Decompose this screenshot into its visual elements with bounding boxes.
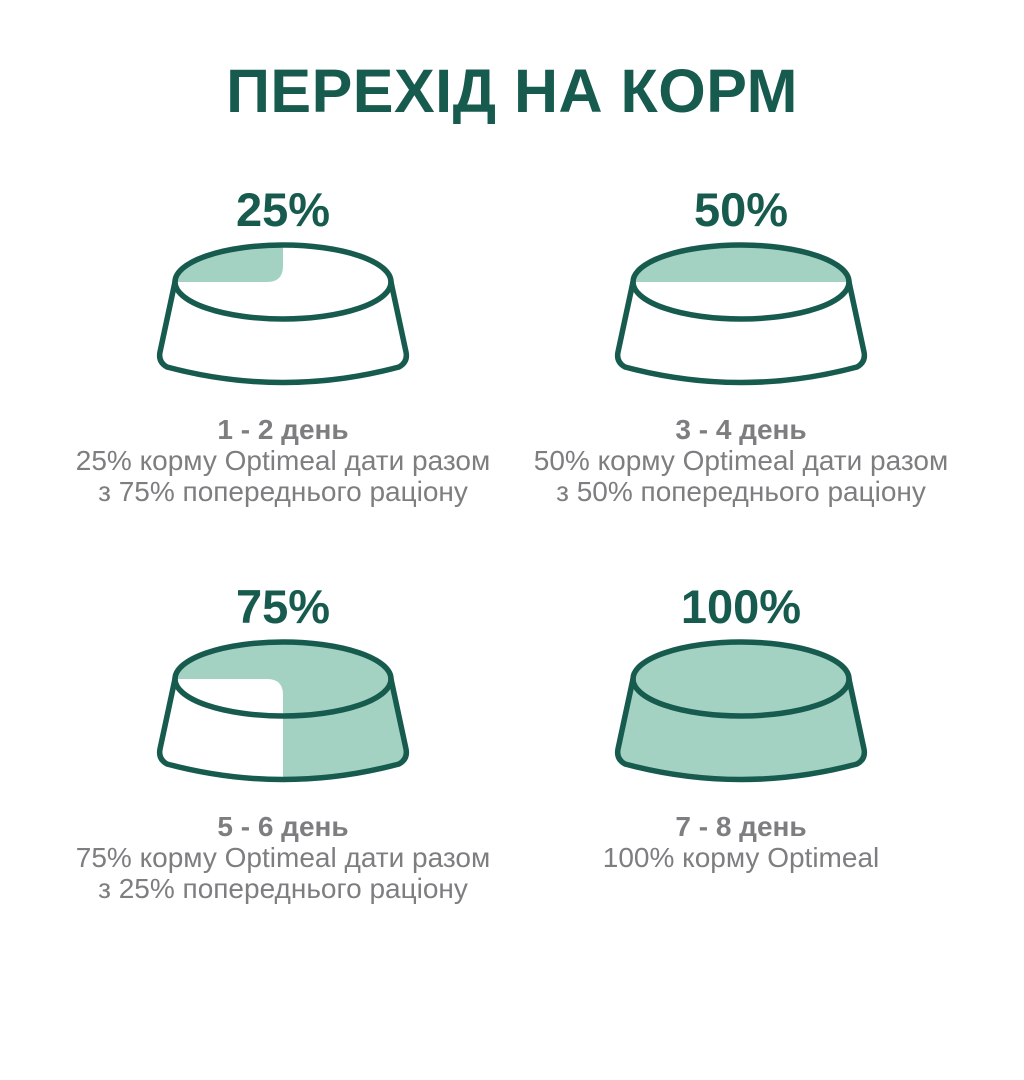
transition-steps-grid: 25% 1 - 2 день 25% корму Optimeal дати р… — [54, 184, 970, 904]
step-3-day-label: 5 - 6 день — [217, 810, 349, 842]
step-4-caption-line-1: 100% корму Optimeal — [602, 841, 880, 873]
pet-bowl-25-icon — [151, 238, 415, 402]
pet-bowl-100-icon — [609, 635, 873, 799]
food-transition-infographic: ПЕРЕХІД НА КОРМ 25% 1 - 2 день 25% корму… — [0, 56, 1024, 904]
step-4-percent-label: 100% — [680, 579, 802, 633]
step-3-caption-line-2: з 25% попереднього раціону — [98, 872, 468, 904]
step-3-cell: 75% 5 - 6 день 75% корму Optimeal дати р… — [54, 581, 512, 904]
step-2-day-label: 3 - 4 день — [675, 413, 807, 445]
step-2-caption-line-1: 50% корму Optimeal дати разом — [533, 444, 949, 476]
step-3-percent-label: 75% — [235, 579, 331, 633]
step-1-caption-line-2: з 75% попереднього раціону — [98, 475, 468, 507]
page-title: ПЕРЕХІД НА КОРМ — [226, 57, 798, 125]
step-1-caption-line-1: 25% корму Optimeal дати разом — [75, 444, 491, 476]
step-3-caption-line-1: 75% корму Optimeal дати разом — [75, 841, 491, 873]
step-4-cell: 100% 7 - 8 день 100% корму Optimeal — [512, 581, 970, 904]
step-1-cell: 25% 1 - 2 день 25% корму Optimeal дати р… — [54, 184, 512, 507]
step-1-percent-label: 25% — [235, 183, 331, 237]
pet-bowl-50-icon — [609, 238, 873, 402]
step-2-caption-line-2: з 50% попереднього раціону — [556, 475, 926, 507]
step-2-percent-label: 50% — [693, 183, 789, 237]
step-2-cell: 50% 3 - 4 день 50% корму Optimeal дати р… — [512, 184, 970, 507]
step-1-day-label: 1 - 2 день — [217, 413, 349, 445]
pet-bowl-75-icon — [151, 635, 415, 799]
step-4-day-label: 7 - 8 день — [675, 810, 807, 842]
